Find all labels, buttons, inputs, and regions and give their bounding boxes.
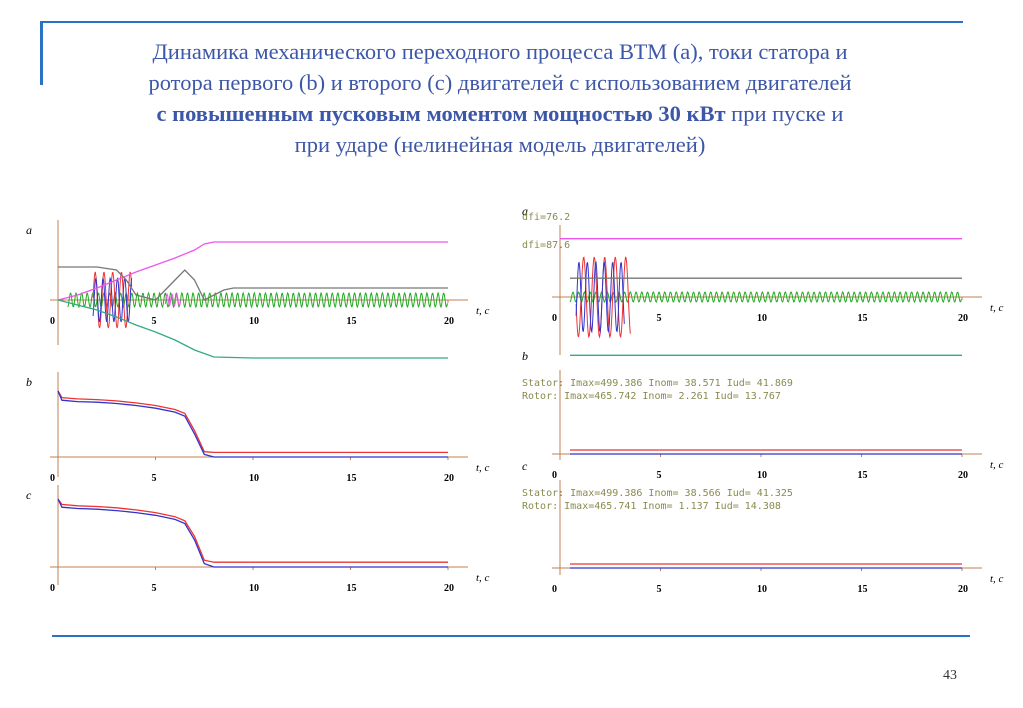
title-line-1: Динамика механического переходного проце… bbox=[152, 39, 848, 64]
plot-letter: c bbox=[26, 488, 32, 502]
annotation-text: Rotor: Imax=465.741 Inom= 1.137 Iud= 14.… bbox=[522, 501, 781, 512]
series-line bbox=[57, 390, 448, 454]
x-tick-label: 5 bbox=[152, 583, 157, 594]
x-tick-label: 15 bbox=[858, 584, 868, 595]
annotation-text: Stator: Imax=499.386 Inom= 38.571 Iud= 4… bbox=[522, 378, 793, 389]
x-tick-label: 15 bbox=[347, 583, 357, 594]
oscillation-red bbox=[92, 271, 133, 329]
x-tick-label: 0 bbox=[552, 313, 557, 324]
x-tick-label: 20 bbox=[444, 583, 454, 594]
x-tick-label: 10 bbox=[757, 584, 767, 595]
x-axis-label: t, c bbox=[476, 462, 490, 474]
series-line bbox=[57, 390, 448, 458]
x-tick-label: 0 bbox=[50, 583, 55, 594]
x-axis-label: t, c bbox=[476, 305, 490, 317]
plot-letter: c bbox=[522, 459, 528, 473]
x-tick-label: 0 bbox=[552, 584, 557, 595]
oscillation-magenta bbox=[164, 292, 181, 308]
x-axis-label: t, c bbox=[990, 302, 1004, 314]
x-tick-label: 20 bbox=[958, 313, 968, 324]
annotation-text: Rotor: Imax=465.742 Inom= 2.261 Iud= 13.… bbox=[522, 391, 781, 402]
annotation-text: dfi=87.6 bbox=[522, 240, 570, 251]
side-accent-line bbox=[40, 21, 43, 85]
series-line bbox=[57, 299, 448, 359]
x-axis-label: t, c bbox=[476, 572, 490, 584]
x-tick-label: 15 bbox=[858, 470, 868, 481]
x-tick-label: 15 bbox=[858, 313, 868, 324]
x-tick-label: 5 bbox=[152, 316, 157, 327]
slide-title: Динамика механического переходного проце… bbox=[70, 36, 930, 160]
page-number: 43 bbox=[943, 668, 957, 683]
series-line bbox=[57, 498, 448, 568]
x-tick-label: 15 bbox=[347, 473, 357, 484]
x-axis-label: t, c bbox=[990, 459, 1004, 471]
top-accent-line bbox=[42, 21, 963, 23]
x-tick-label: 20 bbox=[958, 470, 968, 481]
oscillation-blue bbox=[92, 276, 133, 323]
series-line bbox=[58, 266, 448, 301]
x-tick-label: 0 bbox=[50, 473, 55, 484]
x-tick-label: 5 bbox=[152, 473, 157, 484]
title-line-4: при ударе (нелинейная модель двигателей) bbox=[294, 132, 706, 157]
x-tick-label: 10 bbox=[249, 316, 259, 327]
x-tick-label: 15 bbox=[347, 316, 357, 327]
series-line bbox=[57, 498, 448, 563]
x-tick-label: 10 bbox=[249, 583, 259, 594]
x-tick-label: 0 bbox=[50, 316, 55, 327]
title-line-3-rest: при пуске и bbox=[725, 101, 844, 126]
title-line-3: с повышенным пусковым моментом мощностью… bbox=[70, 98, 930, 129]
title-bold-part: с повышенным пусковым моментом мощностью… bbox=[156, 101, 726, 126]
series-line bbox=[57, 241, 448, 301]
title-line-2: ротора первого (b) и второго (с) двигате… bbox=[148, 70, 852, 95]
x-tick-label: 20 bbox=[444, 316, 454, 327]
x-tick-label: 10 bbox=[757, 313, 767, 324]
plot-letter: a bbox=[26, 223, 32, 237]
plot-letter: a bbox=[522, 204, 528, 218]
x-tick-label: 20 bbox=[444, 473, 454, 484]
plot-letter: b bbox=[522, 349, 528, 363]
x-tick-label: 5 bbox=[657, 470, 662, 481]
x-tick-label: 10 bbox=[757, 470, 767, 481]
oscillation-green bbox=[569, 290, 962, 304]
x-tick-label: 0 bbox=[552, 470, 557, 481]
oscillation-blue bbox=[575, 260, 625, 334]
x-tick-label: 5 bbox=[657, 313, 662, 324]
annotation-text: Stator: Imax=499.386 Inom= 38.566 Iud= 4… bbox=[522, 488, 793, 499]
plot-letter: b bbox=[26, 375, 32, 389]
bottom-accent-line bbox=[52, 635, 970, 637]
x-tick-label: 10 bbox=[249, 473, 259, 484]
annotation-text: dfi=76.2 bbox=[522, 212, 570, 223]
x-tick-label: 5 bbox=[657, 584, 662, 595]
oscillation-green bbox=[67, 291, 448, 309]
x-tick-label: 20 bbox=[958, 584, 968, 595]
x-axis-label: t, c bbox=[990, 573, 1004, 585]
